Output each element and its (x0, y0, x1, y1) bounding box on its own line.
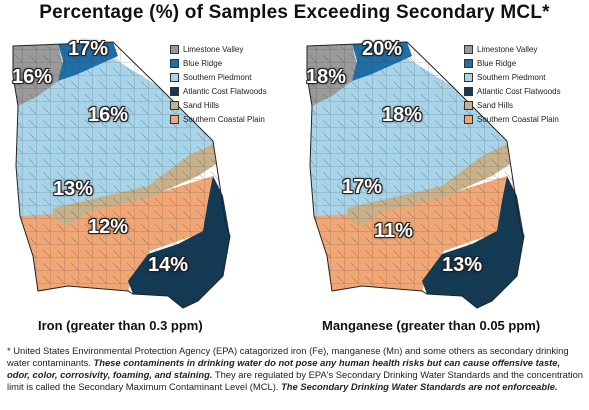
mn-limestone-valley-value: 18% (306, 66, 347, 88)
swatch-atlantic-flatwoods (464, 86, 473, 96)
legend-label: Blue Ridge (477, 58, 517, 68)
legend-label: Southern Coastal Plain (183, 114, 265, 124)
legend-label: Southern Piedmont (477, 72, 546, 82)
legend-label: Southern Coastal Plain (477, 114, 559, 124)
legend-item: Blue Ridge (464, 56, 561, 70)
iron-atlantic-flatwoods-value: 14% (148, 254, 189, 276)
mn-sand-hills-value: 17% (342, 176, 383, 198)
georgia-map-iron (12, 41, 231, 309)
footnote-part4: The Secondary Drinking Water Standards a… (281, 381, 558, 392)
legend-item: Sand Hills (464, 98, 561, 112)
iron-southern-piedmont-value: 16% (88, 104, 129, 126)
legend-label: Atlantic Cost Flatwoods (183, 86, 267, 96)
iron-map: 17% 16% 16% 13% 12% 14% (8, 36, 263, 318)
page-title: Percentage (%) of Samples Exceeding Seco… (39, 2, 550, 23)
mn-southern-piedmont-value: 18% (382, 104, 423, 126)
legend-label: Limestone Valley (183, 44, 244, 54)
legend-label: Sand Hills (183, 100, 220, 110)
legend-item: Southern Coastal Plain (464, 112, 561, 126)
legend-label: Blue Ridge (183, 58, 223, 68)
legend-item: Atlantic Cost Flatwoods (464, 84, 561, 98)
swatch-sand-hills (170, 100, 179, 110)
legend-item: Limestone Valley (170, 42, 267, 56)
iron-coastal-plain-value: 12% (88, 216, 129, 238)
legend-item: Atlantic Cost Flatwoods (170, 84, 267, 98)
footnote: * United States Environmental Protection… (7, 345, 583, 393)
swatch-atlantic-flatwoods (170, 86, 179, 96)
manganese-caption: Manganese (greater than 0.05 ppm) (322, 318, 541, 333)
swatch-southern-coastal-plain (464, 114, 473, 124)
legend-label: Limestone Valley (477, 44, 538, 54)
legend-item: Southern Piedmont (170, 70, 267, 84)
iron-sand-hills-value: 13% (53, 178, 94, 200)
legend-left: Limestone Valley Blue Ridge Southern Pie… (170, 42, 267, 126)
swatch-blue-ridge (170, 58, 179, 68)
mn-coastal-plain-value: 11% (374, 220, 413, 242)
legend-item: Southern Coastal Plain (170, 112, 267, 126)
mn-atlantic-flatwoods-value: 13% (442, 254, 483, 276)
iron-caption: Iron (greater than 0.3 ppm) (38, 318, 203, 333)
swatch-southern-piedmont (464, 72, 473, 82)
legend-item: Blue Ridge (170, 56, 267, 70)
legend-right: Limestone Valley Blue Ridge Southern Pie… (464, 42, 561, 126)
iron-limestone-valley-value: 16% (12, 66, 53, 88)
swatch-sand-hills (464, 100, 473, 110)
footnote-part1: * United States Environmental Protection… (7, 345, 569, 368)
footnote-part2: These contaminents in drinking water do … (7, 357, 561, 380)
legend-label: Southern Piedmont (183, 72, 252, 82)
legend-item: Limestone Valley (464, 42, 561, 56)
swatch-limestone-valley (170, 44, 179, 54)
swatch-southern-piedmont (170, 72, 179, 82)
legend-label: Atlantic Cost Flatwoods (477, 86, 561, 96)
mn-blue-ridge-value: 20% (362, 38, 403, 60)
legend-item: Sand Hills (170, 98, 267, 112)
swatch-southern-coastal-plain (170, 114, 179, 124)
iron-blue-ridge-value: 17% (68, 38, 109, 60)
swatch-blue-ridge (464, 58, 473, 68)
legend-label: Sand Hills (477, 100, 514, 110)
legend-item: Southern Piedmont (464, 70, 561, 84)
swatch-limestone-valley (464, 44, 473, 54)
footnote-part3: They are regulated by EPA's Secondary Dr… (7, 369, 583, 392)
